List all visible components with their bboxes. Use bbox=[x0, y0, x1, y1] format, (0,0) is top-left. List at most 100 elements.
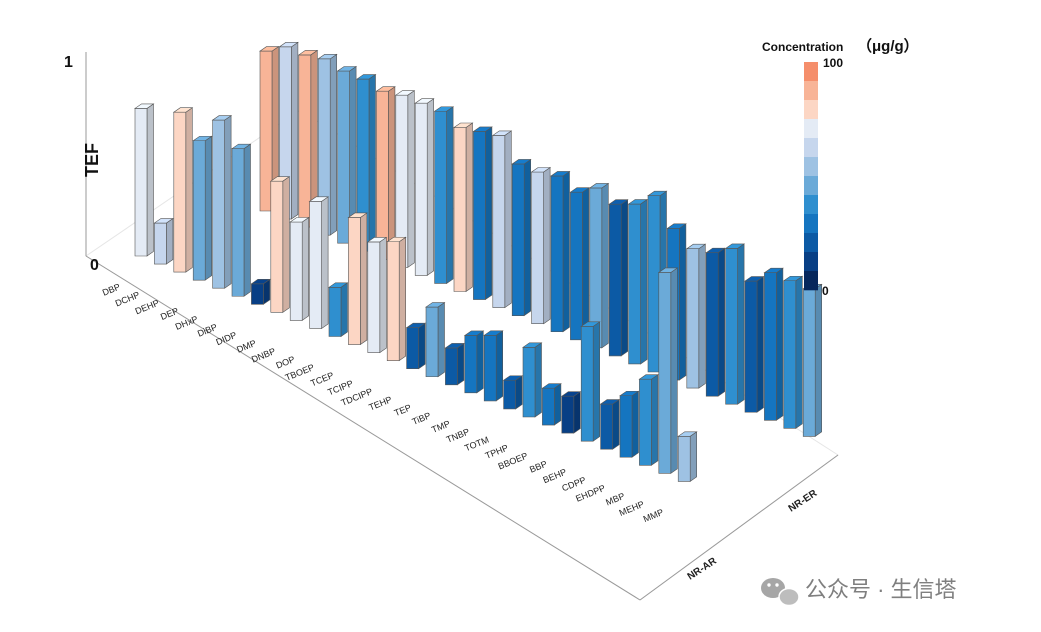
category-label-dmp: DMP bbox=[235, 338, 257, 355]
bar-nr-ar-dep bbox=[192, 135, 213, 281]
legend-swatch bbox=[804, 252, 818, 272]
legend-swatch bbox=[804, 119, 818, 139]
x-axis-line bbox=[85, 255, 641, 601]
y-tick-bottom: 0 bbox=[90, 257, 99, 274]
legend-unit: （μg/g） bbox=[857, 37, 919, 55]
bar-nr-er-dmp bbox=[394, 90, 416, 268]
bar-nr-ar-tboep bbox=[328, 282, 349, 338]
bar-nr-ar-tmp bbox=[463, 330, 485, 394]
legend-title: Concentration bbox=[762, 40, 843, 54]
bar-nr-er-dbp bbox=[259, 46, 280, 212]
bar-nr-er-mehp bbox=[782, 275, 804, 429]
row-labels: NR-AR NR-ER bbox=[686, 488, 820, 583]
bar-nr-ar-cdpp bbox=[599, 399, 621, 450]
bar-nr-er-tibp bbox=[569, 187, 590, 341]
bar-nr-er-tdcipp bbox=[511, 158, 532, 317]
bar-nr-er-tboep bbox=[453, 122, 474, 293]
row-axis-line bbox=[639, 454, 839, 601]
category-label-dnbp: DNBP bbox=[250, 346, 277, 365]
bar-nr-er-tnbp bbox=[608, 199, 629, 357]
bar-nr-er-dop bbox=[433, 106, 455, 285]
bar-nr-ar-tnbp bbox=[483, 330, 504, 402]
category-label-didp: DIDP bbox=[214, 330, 238, 347]
bar-nr-ar-bbp bbox=[560, 391, 582, 434]
category-label-bbp: BBP bbox=[528, 459, 548, 475]
bar-nr-ar-dhxp bbox=[211, 115, 233, 289]
bar-nr-ar-tdcipp bbox=[386, 236, 407, 362]
bar-nr-er-mmp bbox=[802, 283, 823, 437]
legend-swatch bbox=[804, 157, 818, 177]
legend-swatch bbox=[804, 195, 818, 215]
bar-nr-ar-dmp bbox=[269, 176, 291, 313]
bar-nr-er-dibp bbox=[356, 73, 377, 252]
chart-axes: 1 0 TEF bbox=[64, 54, 102, 274]
bar-nr-er-tehp bbox=[530, 166, 552, 325]
bar-nr-ar-totm bbox=[502, 375, 524, 410]
bar-nr-ar-tcep bbox=[347, 212, 368, 346]
bar-nr-er-tcep bbox=[472, 126, 493, 301]
category-label-dop: DOP bbox=[275, 354, 297, 371]
bar-nr-ar-behp bbox=[580, 321, 601, 442]
bar-nr-ar-dnbp bbox=[289, 216, 310, 321]
category-label-dehp: DEHP bbox=[134, 298, 161, 317]
row-label-nr-ar: NR-AR bbox=[686, 555, 720, 582]
category-label-tehp: TEHP bbox=[367, 394, 393, 412]
category-label-mbp: MBP bbox=[604, 491, 626, 508]
bar-nr-ar-tcipp bbox=[366, 236, 388, 354]
watermark: 公众号 · 生信塔 bbox=[761, 577, 957, 607]
bar-nr-er-tmp bbox=[588, 182, 610, 349]
bar-nr-ar-mmp bbox=[677, 431, 698, 482]
bar-nr-ar-ehdpp bbox=[619, 390, 640, 458]
category-label-tep: TEP bbox=[393, 402, 413, 418]
bar-nr-er-dnbp bbox=[414, 98, 435, 276]
legend-max-label: 100 bbox=[823, 56, 843, 70]
legend-swatch bbox=[804, 62, 818, 82]
y-axis-label: TEF bbox=[82, 143, 102, 177]
bar-nr-ar-dop bbox=[308, 196, 330, 330]
bar-nr-ar-dehp bbox=[172, 107, 194, 273]
bar-nr-ar-mehp bbox=[657, 267, 679, 474]
bar-nr-er-ehdpp bbox=[744, 275, 765, 413]
legend-swatch bbox=[804, 271, 818, 291]
watermark-text: 公众号 · 生信塔 bbox=[805, 577, 957, 602]
bar-nr-er-behp bbox=[705, 247, 726, 397]
legend-swatch bbox=[804, 81, 818, 101]
bar-nr-ar-dibp bbox=[231, 143, 252, 297]
bar-nr-ar-tphp bbox=[522, 342, 543, 418]
legend-swatch bbox=[804, 100, 818, 120]
color-legend: Concentration （μg/g） 100 0 bbox=[762, 37, 919, 298]
category-label-dep: DEP bbox=[159, 306, 180, 322]
category-label-tibp: TiBP bbox=[411, 410, 433, 426]
y-tick-top: 1 bbox=[64, 54, 73, 71]
legend-colorbar bbox=[804, 62, 818, 291]
wechat-icon bbox=[761, 578, 800, 607]
bar-nr-er-tep bbox=[550, 170, 571, 333]
category-label-tmp: TMP bbox=[430, 418, 451, 434]
bar-nr-er-didp bbox=[375, 86, 396, 260]
bar-nr-ar-tibp bbox=[444, 342, 465, 386]
legend-swatch bbox=[804, 176, 818, 196]
category-label-dbp: DBP bbox=[101, 282, 122, 298]
bar-nr-er-totm bbox=[627, 198, 649, 365]
bar-nr-er-mbp bbox=[763, 267, 784, 421]
bar-nr-ar-dchp bbox=[153, 217, 174, 265]
bar-nr-er-dchp bbox=[278, 41, 299, 220]
legend-min-label: 0 bbox=[822, 284, 829, 298]
bar-nr-ar-dbp bbox=[134, 103, 155, 257]
bar-nr-er-tcipp bbox=[491, 130, 513, 309]
legend-swatch bbox=[804, 138, 818, 158]
category-label-mmp: MMP bbox=[642, 507, 665, 524]
bar-nr-ar-didp bbox=[250, 278, 271, 305]
legend-swatch bbox=[804, 214, 818, 234]
bar-nr-er-dhxp bbox=[336, 65, 358, 244]
bars bbox=[134, 41, 823, 482]
bar-nr-ar-bboep bbox=[541, 383, 562, 426]
bar-nr-er-cdpp bbox=[724, 243, 746, 405]
bar-nr-ar-tep bbox=[425, 301, 446, 378]
legend-swatch bbox=[804, 233, 818, 253]
bar-nr-ar-tehp bbox=[405, 322, 427, 370]
bar-nr-ar-mbp bbox=[638, 374, 659, 466]
row-label-nr-er: NR-ER bbox=[787, 488, 820, 515]
bar-nr-er-bbp bbox=[685, 243, 707, 389]
